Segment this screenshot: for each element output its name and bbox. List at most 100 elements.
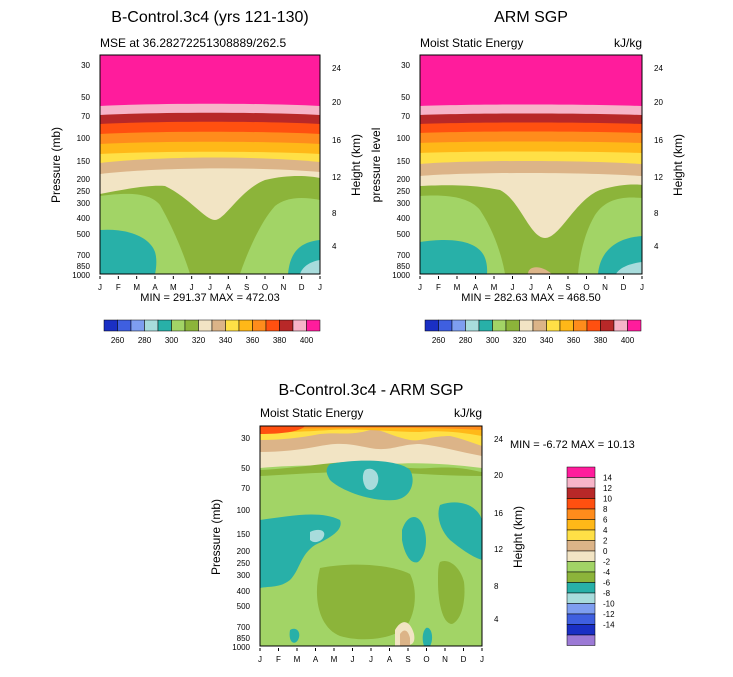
legend-label: 12 bbox=[603, 484, 612, 493]
h-tick: 12 bbox=[494, 545, 503, 554]
legend-box bbox=[566, 634, 596, 646]
legend-box bbox=[566, 519, 596, 531]
colorbar-label: 300 bbox=[165, 336, 179, 345]
panel-3-minmax: MIN = -6.72 MAX = 10.13 bbox=[510, 439, 635, 451]
legend-box bbox=[566, 498, 596, 510]
p-tick: 250 bbox=[237, 559, 251, 568]
x-tick-label: F bbox=[116, 283, 121, 292]
colorbar-box bbox=[519, 319, 534, 332]
x-tick-label: S bbox=[405, 655, 410, 664]
colorbar-label: 280 bbox=[138, 336, 152, 345]
h-tick: 20 bbox=[494, 471, 503, 480]
panel-3-subtitle: Moist Static Energy bbox=[260, 406, 363, 420]
x-tick-label: J bbox=[98, 283, 102, 292]
panel-2-colorbar: 260 280 300 320 340 360 380 400 bbox=[424, 319, 642, 345]
p-tick: 150 bbox=[77, 157, 91, 166]
panel-2-ylabel-right: Height (km) bbox=[671, 134, 685, 196]
legend-box bbox=[566, 624, 596, 636]
legend-label: 4 bbox=[603, 526, 608, 535]
p-tick: 500 bbox=[397, 230, 411, 239]
x-tick-label: O bbox=[583, 283, 589, 292]
x-tick-label: N bbox=[442, 655, 448, 664]
x-tick-label: M bbox=[133, 283, 140, 292]
h-tick: 24 bbox=[494, 435, 503, 444]
p-tick: 50 bbox=[81, 93, 90, 102]
x-tick-label: N bbox=[602, 283, 608, 292]
panel-3-ylabel-right: Height (km) bbox=[511, 506, 525, 568]
x-tick-label: J bbox=[529, 283, 533, 292]
panel-obs-mse: ARM SGP Moist Static Energy kJ/kg 30 50 … bbox=[369, 9, 685, 345]
p-tick: 200 bbox=[77, 175, 91, 184]
x-tick-label: A bbox=[387, 655, 393, 664]
colorbar-label: 320 bbox=[513, 336, 527, 345]
x-tick-label: S bbox=[244, 283, 249, 292]
legend-label: 8 bbox=[603, 505, 608, 514]
p-tick: 500 bbox=[77, 230, 91, 239]
h-tick: 20 bbox=[654, 98, 663, 107]
h-tick: 4 bbox=[654, 242, 659, 251]
h-tick: 4 bbox=[494, 615, 499, 624]
legend-label: 0 bbox=[603, 547, 608, 556]
h-tick: 4 bbox=[332, 242, 337, 251]
colorbar-box bbox=[573, 319, 588, 332]
p-tick: 300 bbox=[237, 571, 251, 580]
h-tick: 20 bbox=[332, 98, 341, 107]
colorbar-box bbox=[198, 319, 213, 332]
band-minus4-center bbox=[402, 517, 426, 563]
legend-box bbox=[566, 582, 596, 594]
colorbar-box bbox=[600, 319, 615, 332]
legend-box bbox=[566, 592, 596, 604]
colorbar-box bbox=[157, 319, 172, 332]
p-tick: 400 bbox=[77, 214, 91, 223]
x-tick-label: J bbox=[318, 283, 322, 292]
colorbar-box bbox=[279, 319, 294, 332]
x-tick-label: A bbox=[473, 283, 479, 292]
x-tick-label: D bbox=[461, 655, 467, 664]
legend-box bbox=[566, 561, 596, 573]
band-280-right bbox=[300, 260, 320, 274]
p-tick: 70 bbox=[401, 112, 410, 121]
colorbar-label: 280 bbox=[459, 336, 473, 345]
p-tick: 50 bbox=[401, 93, 410, 102]
x-tick-label: A bbox=[313, 655, 319, 664]
legend-label: -2 bbox=[603, 558, 611, 567]
h-tick: 12 bbox=[332, 173, 341, 182]
panel-1-axes: 30 50 70 100 150 200 250 300 400 500 700… bbox=[72, 61, 341, 280]
h-tick: 24 bbox=[654, 64, 663, 73]
colorbar-box bbox=[238, 319, 253, 332]
legend-label: 6 bbox=[603, 516, 608, 525]
h-tick: 8 bbox=[494, 582, 499, 591]
colorbar-box bbox=[103, 319, 118, 332]
h-tick: 24 bbox=[332, 64, 341, 73]
x-tick-label: O bbox=[423, 655, 429, 664]
panel-2-ylabel: pressure level bbox=[369, 128, 383, 203]
p-tick: 1000 bbox=[392, 271, 410, 280]
band-8-to-10 bbox=[260, 426, 482, 430]
panel-2-subtitle: Moist Static Energy bbox=[420, 36, 523, 50]
x-tick-label: M bbox=[294, 655, 301, 664]
colorbar-box bbox=[252, 319, 267, 332]
p-tick: 200 bbox=[397, 175, 411, 184]
colorbar-label: 300 bbox=[486, 336, 500, 345]
colorbar-box bbox=[627, 319, 642, 332]
legend-box bbox=[566, 540, 596, 552]
p-tick: 50 bbox=[241, 464, 250, 473]
band-minus6-left bbox=[310, 529, 325, 543]
legend-box bbox=[566, 487, 596, 499]
p-tick: 30 bbox=[81, 61, 90, 70]
colorbar-box bbox=[171, 319, 186, 332]
colorbar-label: 360 bbox=[246, 336, 260, 345]
x-tick-label: J bbox=[640, 283, 644, 292]
x-tick-label: S bbox=[565, 283, 570, 292]
panel-3-title: B-Control.3c4 - ARM SGP bbox=[279, 382, 464, 399]
p-tick: 500 bbox=[237, 602, 251, 611]
legend-label: -4 bbox=[603, 568, 611, 577]
colorbar-box bbox=[306, 319, 321, 332]
colorbar-box bbox=[424, 319, 439, 332]
x-tick-label: J bbox=[351, 655, 355, 664]
band-minus4-bottom-right bbox=[422, 627, 433, 646]
